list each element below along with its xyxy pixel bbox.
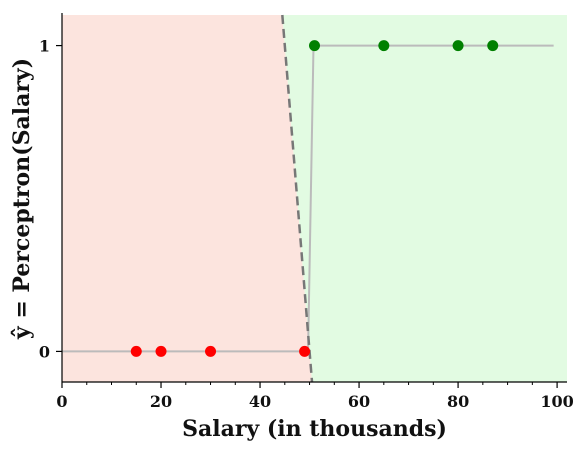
y-tick-label: 0 xyxy=(39,342,50,361)
tick-marks: 0 20 40 60 80 100 0 1 xyxy=(39,37,574,411)
point-class-0-2 xyxy=(155,345,167,357)
point-class-0-3 xyxy=(205,345,217,357)
step-function-line xyxy=(62,44,554,353)
y-axis-label: ŷ = Perceptron(Salary) xyxy=(9,58,35,340)
data-points xyxy=(130,40,499,357)
x-tick-label: 20 xyxy=(150,392,172,411)
point-class-1-4 xyxy=(487,40,499,52)
point-class-0-4 xyxy=(299,345,311,357)
x-tick-label: 0 xyxy=(56,392,67,411)
decision-boundary-line xyxy=(281,14,314,383)
point-class-1-1 xyxy=(309,40,320,52)
region-class-1 xyxy=(282,15,567,382)
x-tick-label: 100 xyxy=(540,392,573,411)
x-tick-label: 60 xyxy=(348,392,370,411)
step-function-path xyxy=(62,44,554,353)
point-class-1-2 xyxy=(378,40,390,52)
point-class-1-3 xyxy=(452,40,464,52)
decision-regions xyxy=(62,15,567,382)
y-tick-label: 1 xyxy=(39,37,50,56)
x-tick-label: 80 xyxy=(447,392,469,411)
x-tick-label: 40 xyxy=(249,392,271,411)
x-axis-label: Salary (in thousands) xyxy=(182,416,447,442)
decision-boundary xyxy=(281,14,314,383)
point-class-0-1 xyxy=(130,345,142,357)
region-class-0 xyxy=(62,15,313,382)
